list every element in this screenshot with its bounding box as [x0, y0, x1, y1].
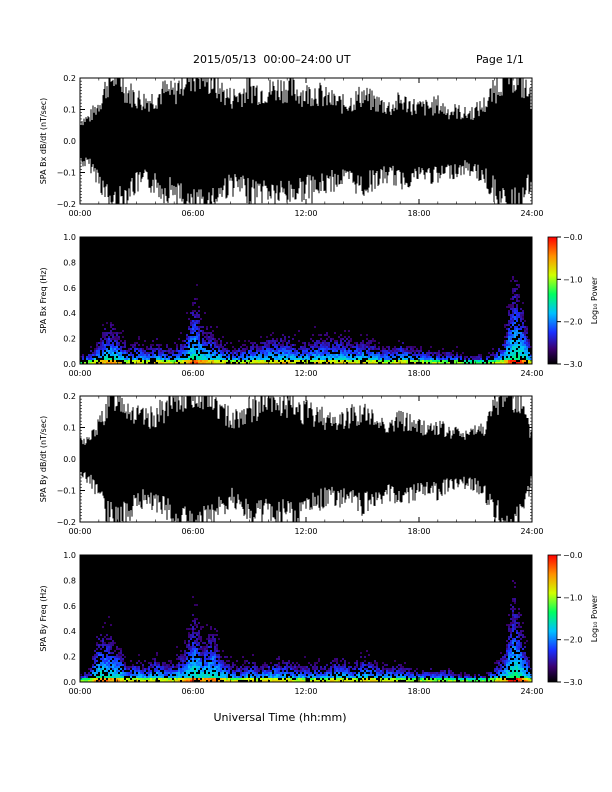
colorbar-tick-label: −3.0 — [563, 360, 582, 369]
y-tick-label: 0.2 — [63, 392, 76, 401]
x-tick-label: 24:00 — [520, 209, 543, 218]
x-tick-label: 24:00 — [520, 687, 543, 696]
panel-3: 0.2 0.1 0.0 −0.1 −0.200:00 06:00 12:00 18:00 24:… — [39, 392, 544, 536]
x-tick-label: 24:00 — [520, 527, 543, 536]
x-tick-label: 06:00 — [181, 687, 204, 696]
x-axis-title: Universal Time (hh:mm) — [214, 711, 347, 724]
y-tick-label: 0.6 — [63, 602, 76, 611]
colorbar-tick-label: −2.0 — [563, 318, 582, 327]
y-axis-title: SPA Bx Freq (Hz) — [39, 267, 48, 333]
db-dt-trace — [79, 78, 533, 204]
y-tick-label: 0.6 — [63, 284, 76, 293]
x-tick-label: 06:00 — [181, 369, 204, 378]
y-tick-label: 0.4 — [63, 627, 76, 636]
y-tick-label: 0.0 — [63, 678, 76, 687]
spectrogram-background — [80, 555, 532, 682]
colorbar-tick-label: −1.0 — [563, 593, 582, 602]
colorbar-label: Log₁₀ Power — [590, 276, 599, 324]
y-tick-label: −0.2 — [57, 200, 76, 209]
page-indicator: Page 1/1 — [476, 53, 524, 66]
x-tick-label: 12:00 — [294, 527, 317, 536]
y-tick-label: −0.1 — [57, 169, 76, 178]
y-tick-label: 0.0 — [63, 360, 76, 369]
y-tick-label: −0.1 — [57, 487, 76, 496]
y-tick-label: 0.4 — [63, 309, 76, 318]
y-tick-label: 0.2 — [63, 74, 76, 83]
y-tick-label: 1.0 — [63, 233, 76, 242]
x-tick-label: 00:00 — [68, 527, 91, 536]
plot-title: 2015/05/13 00:00–24:00 UT — [193, 53, 351, 66]
panel-2: −0.0 −1.0 −2.0 −3.0 Log₁₀ Power 1.0 0.8 0.6 0.4 0… — [39, 233, 599, 378]
y-axis-title: SPA By dB/dt (nT/sec) — [39, 416, 48, 503]
y-tick-label: −0.2 — [57, 518, 76, 527]
x-tick-label: 06:00 — [181, 527, 204, 536]
panel-4: −0.0 −1.0 −2.0 −3.0 Log₁₀ Power 1.0 0.8 0.6 0.4 0… — [39, 551, 599, 696]
y-axis-title: SPA Bx dB/dt (nT/sec) — [39, 98, 48, 185]
x-tick-label: 12:00 — [294, 369, 317, 378]
y-tick-label: 0.1 — [63, 424, 76, 433]
x-tick-label: 00:00 — [68, 369, 91, 378]
x-tick-label: 06:00 — [181, 209, 204, 218]
colorbar-tick-label: −1.0 — [563, 275, 582, 284]
x-tick-label: 18:00 — [407, 209, 430, 218]
x-tick-label: 12:00 — [294, 209, 317, 218]
x-tick-label: 18:00 — [407, 369, 430, 378]
x-tick-label: 00:00 — [68, 687, 91, 696]
y-tick-label: 0.8 — [63, 258, 76, 267]
panel-1: 0.2 0.1 0.0 −0.1 −0.200:00 06:00 12:00 18:00 24:… — [39, 74, 544, 218]
y-tick-label: 0.0 — [63, 455, 76, 464]
colorbar-tick-label: −0.0 — [563, 551, 582, 560]
spectrogram-cells — [80, 580, 532, 682]
colorbar-tick-label: −3.0 — [563, 678, 582, 687]
colorbar — [547, 236, 558, 365]
y-tick-label: 0.8 — [63, 576, 76, 585]
db-dt-trace — [79, 396, 533, 522]
y-tick-label: 0.1 — [63, 106, 76, 115]
spectrogram-cells — [80, 276, 532, 364]
y-tick-label: 1.0 — [63, 551, 76, 560]
x-tick-label: 00:00 — [68, 209, 91, 218]
y-axis-title: SPA By Freq (Hz) — [39, 585, 48, 651]
x-tick-label: 24:00 — [520, 369, 543, 378]
x-tick-label: 18:00 — [407, 687, 430, 696]
colorbar — [547, 554, 558, 683]
y-tick-label: 0.0 — [63, 137, 76, 146]
y-tick-label: 0.2 — [63, 335, 76, 344]
y-tick-label: 0.2 — [63, 653, 76, 662]
colorbar-tick-label: −0.0 — [563, 233, 582, 242]
colorbar-tick-label: −2.0 — [563, 636, 582, 645]
x-tick-label: 12:00 — [294, 687, 317, 696]
x-tick-label: 18:00 — [407, 527, 430, 536]
colorbar-label: Log₁₀ Power — [590, 594, 599, 642]
